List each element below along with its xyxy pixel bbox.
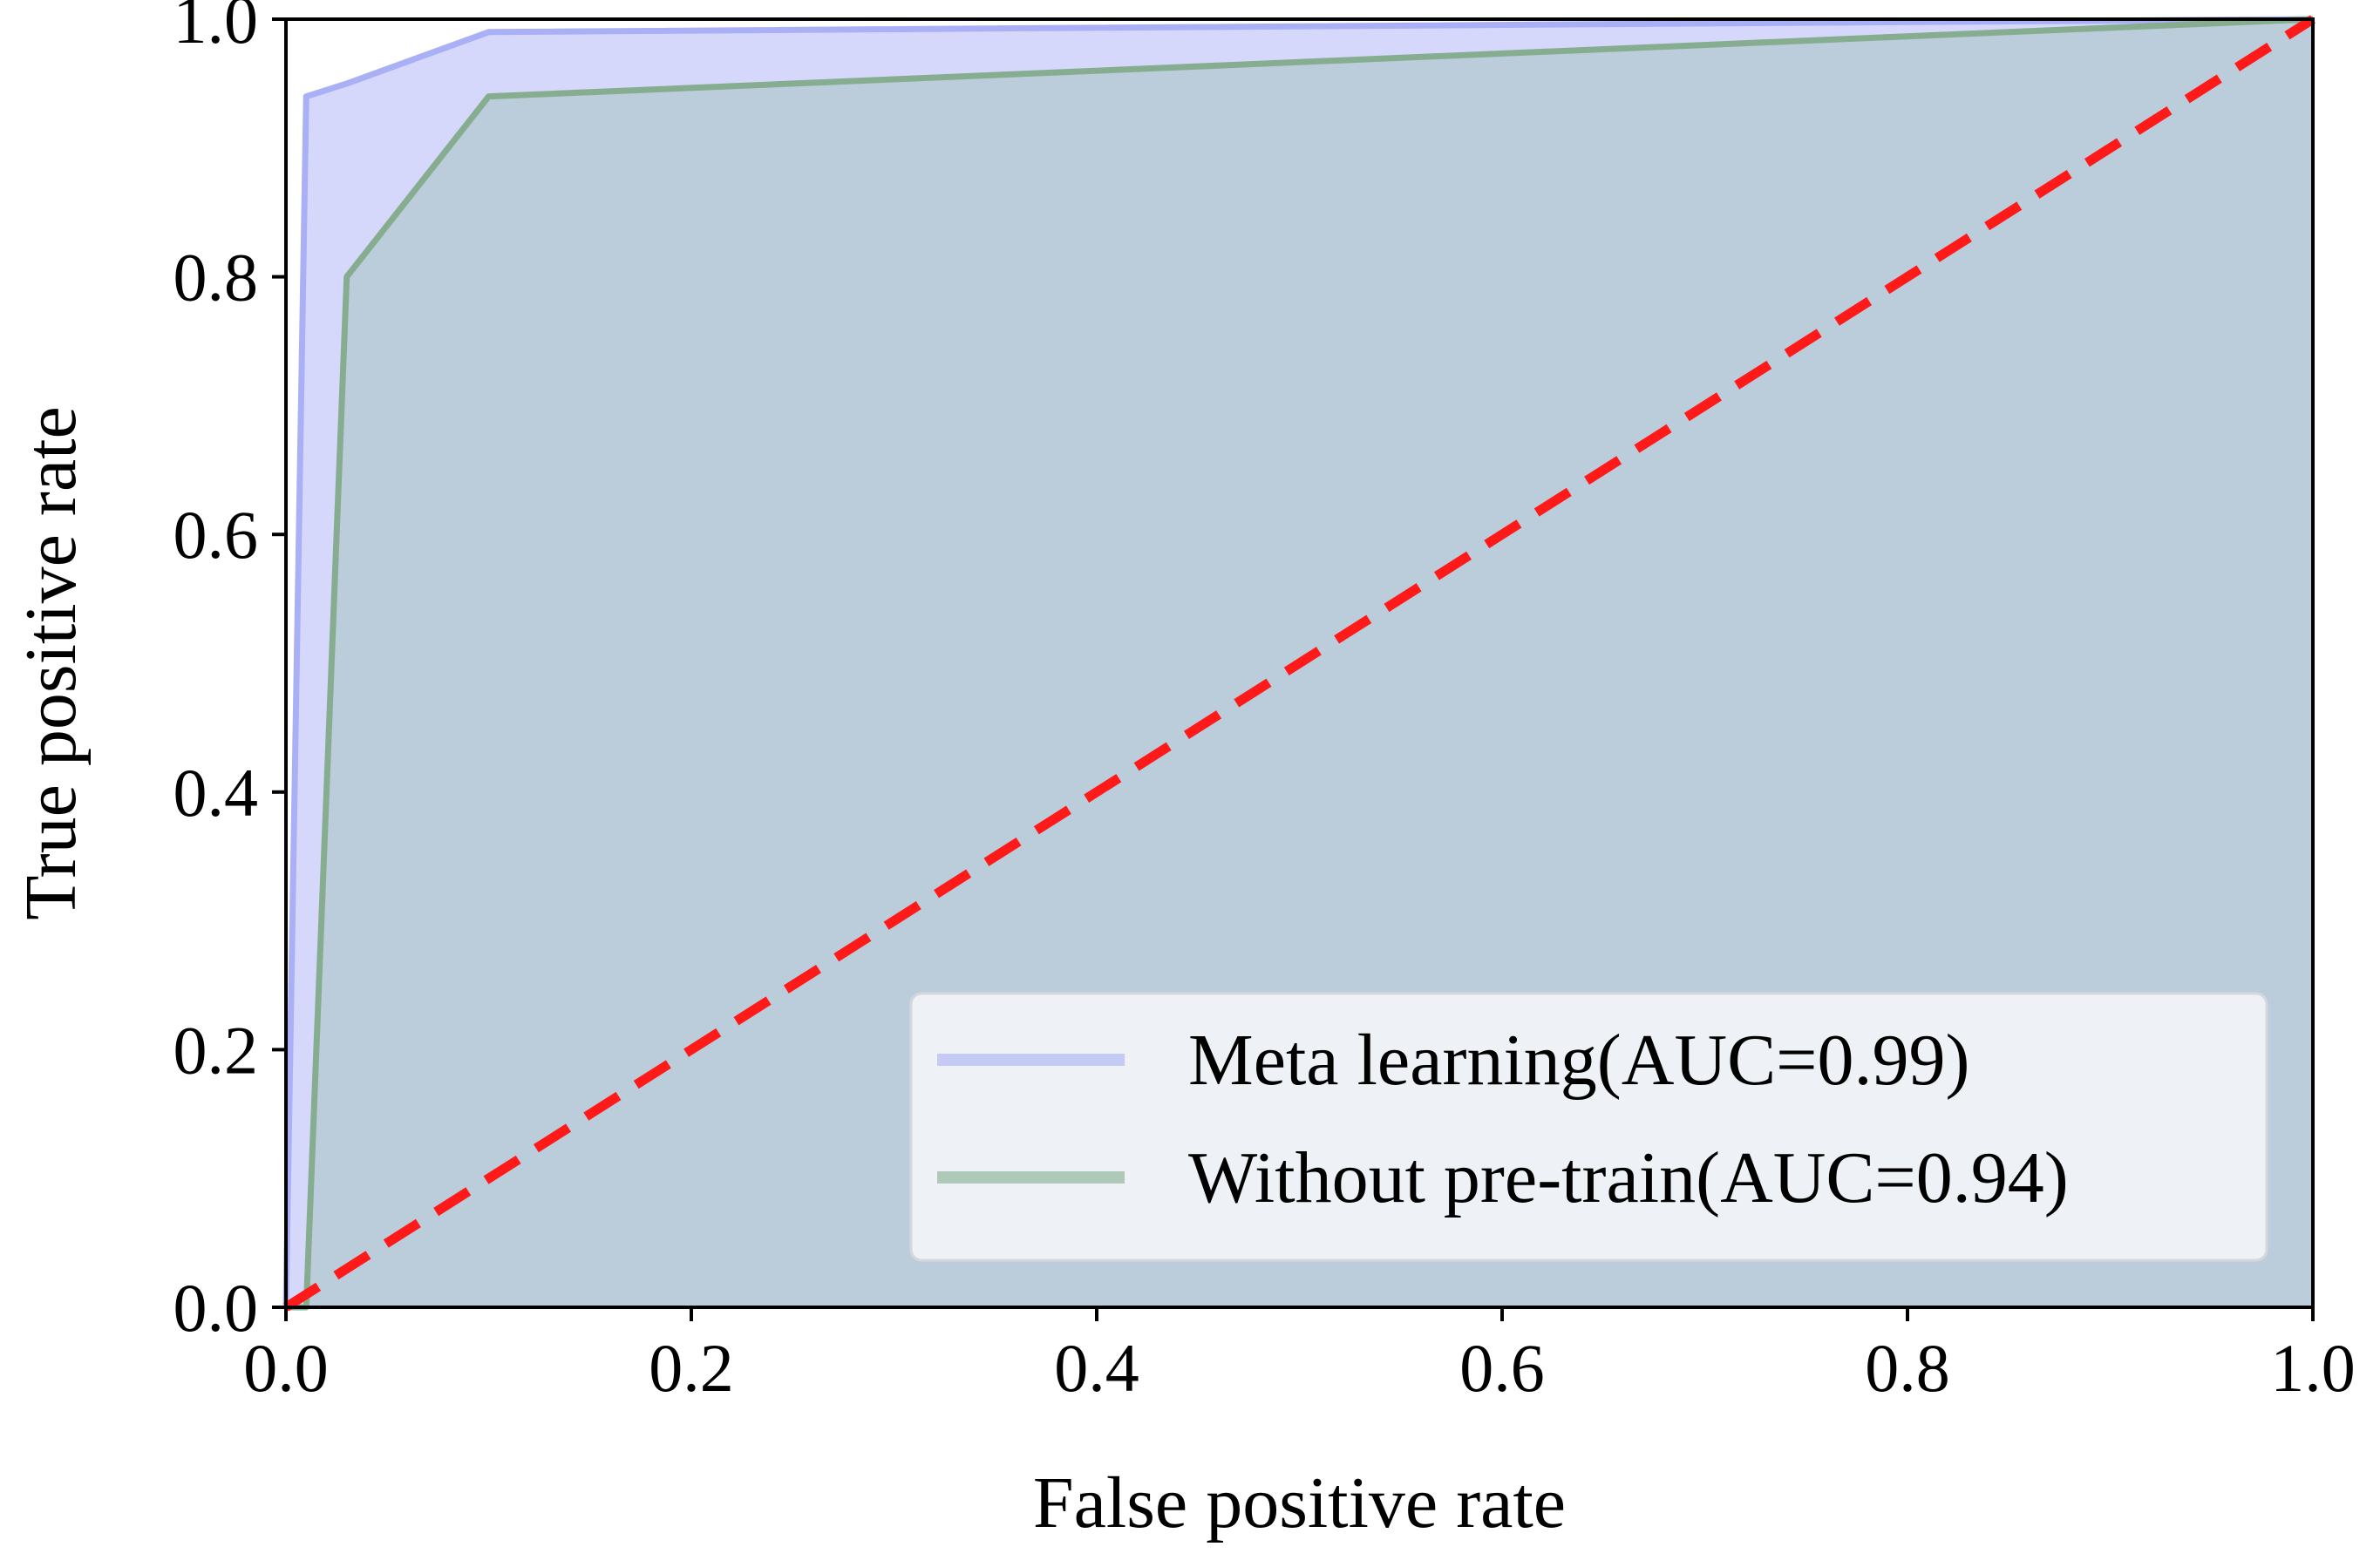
plot-frame	[284, 17, 2315, 1309]
legend: Meta learning(AUC=0.99) Without pre-train…	[909, 992, 2268, 1262]
y-tick-label: 0.4	[173, 755, 259, 831]
x-tick-label: 1.0	[2270, 1330, 2356, 1406]
y-tick-label: 0.6	[173, 497, 259, 573]
y-tick-label: 1.0	[173, 0, 259, 58]
x-axis: 0.0 0.2 0.4 0.6 0.8 1.0	[243, 1307, 2356, 1406]
x-tick-label: 0.6	[1459, 1330, 1545, 1406]
x-tick-label: 0.2	[649, 1330, 734, 1406]
y-axis: 0.0 0.2 0.4 0.6 0.8 1.0	[173, 0, 286, 1346]
y-tick-label: 0.8	[173, 240, 259, 315]
x-tick-label: 0.4	[1054, 1330, 1139, 1406]
x-tick-label: 0.8	[1865, 1330, 1950, 1406]
reference-layer	[283, 15, 2315, 1312]
x-tick-label: 0.0	[243, 1330, 329, 1406]
y-tick-label: 0.2	[173, 1012, 259, 1088]
series-line-1	[282, 16, 2314, 1308]
legend-label-2: Without pre-train(AUC=0.94)	[1188, 1137, 2069, 1218]
y-tick-label: 0.0	[173, 1270, 259, 1346]
y-axis-title: True positive rate	[10, 406, 92, 919]
x-axis-title: False positive rate	[1033, 1462, 1566, 1543]
reference-diagonal-line	[283, 15, 2315, 1312]
legend-box	[909, 992, 2268, 1262]
legend-label-1: Meta learning(AUC=0.99)	[1188, 1020, 1969, 1101]
